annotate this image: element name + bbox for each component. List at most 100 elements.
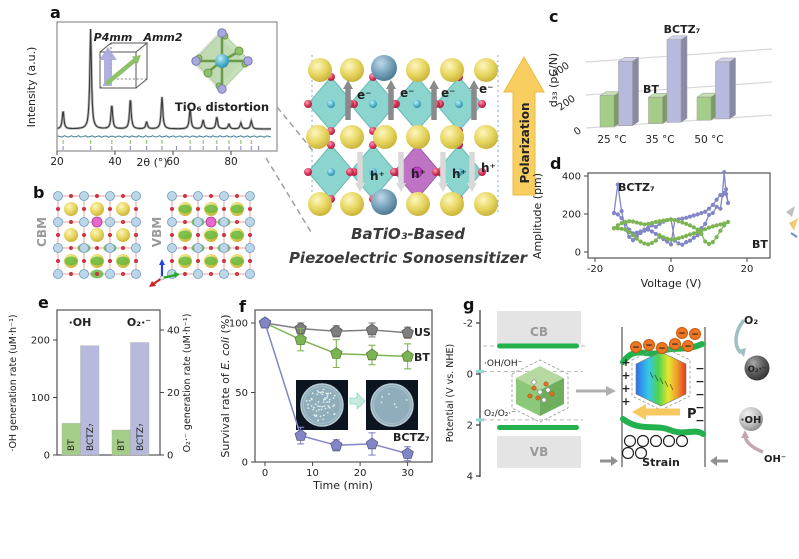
svg-text:25 °C: 25 °C: [597, 134, 626, 146]
svg-text:2: 2: [467, 421, 473, 432]
svg-text:e⁻: e⁻: [479, 82, 493, 96]
svg-text:e⁻: e⁻: [441, 86, 455, 100]
svg-text:0: 0: [575, 248, 581, 259]
survival-bctz-label: BCTZ₇: [393, 431, 430, 444]
ros-bar-label-bctz1: BCTZ₇: [86, 423, 96, 451]
svg-text:100: 100: [31, 393, 50, 404]
central-structure: e⁻ e⁻ e⁻ e⁻ h⁺ h⁺ h⁺ h⁺ Polarization BaTiO₃-Bas…: [289, 55, 545, 267]
xrd-plot-frame: [56, 21, 278, 152]
svg-text:e⁻: e⁻: [357, 88, 371, 102]
svg-text:35 °C: 35 °C: [645, 134, 674, 146]
ros-oh-group-label: ·OH: [69, 316, 92, 329]
hydroxide-ion-label: OH⁻: [764, 454, 786, 465]
svg-text:−: −: [684, 342, 692, 352]
svg-text:200: 200: [562, 210, 581, 221]
svg-text:+: +: [621, 395, 630, 408]
hydroxyl-label: ·OH: [741, 415, 762, 426]
ylabel-part3: (%): [219, 314, 232, 337]
caption-line1: BaTiO₃-Based: [351, 225, 465, 243]
amm2-arrow-head: [131, 55, 141, 64]
svg-text:−: −: [695, 362, 704, 375]
svg-text:0: 0: [242, 458, 248, 469]
caption-line2: Piezoelectric Sonosensitizer: [289, 249, 529, 267]
ros-bar-name-labels: BT BCTZ₇ BT BCTZ₇: [67, 423, 146, 451]
panel-b-letter: b: [33, 183, 44, 202]
svg-text:4: 4: [467, 472, 473, 483]
svg-text:60: 60: [166, 156, 179, 168]
zoom-connector-lines: [265, 106, 315, 233]
svg-text:−: −: [695, 401, 704, 414]
tio6-distortion-label: TiO₆ distortion: [175, 100, 269, 114]
svg-text:40: 40: [108, 156, 121, 168]
ros-bars-layer: 0 100 200 0 20 40: [31, 326, 180, 462]
ros-bar-label-bt2: BT: [117, 439, 127, 451]
pfm-bt-series-label: BT: [752, 238, 768, 251]
phase-p4mm-label: P4mm: [94, 31, 133, 44]
pfm-x-axis-label: Voltage (V): [641, 277, 702, 290]
svg-text:0: 0: [262, 468, 268, 479]
o2-redox-level-label: O₂/O₂·⁻: [484, 409, 516, 419]
edge-fragment: [786, 206, 798, 238]
svg-text:h⁺: h⁺: [411, 167, 426, 181]
svg-text:−: −: [671, 340, 679, 350]
p-polarization-label: P: [687, 407, 697, 422]
svg-text:+: +: [621, 382, 630, 395]
panel-g-letter: g: [463, 295, 474, 314]
d33-y-axis-label: d₃₃ (pC/N): [547, 53, 560, 107]
xrd-y-axis-label: Intensity (a.u.): [25, 47, 38, 128]
svg-text:0: 0: [572, 125, 584, 138]
svg-text:20: 20: [354, 468, 367, 479]
potential-y-axis-label: Potential (V vs. NHE): [445, 344, 456, 442]
svg-text:−: −: [695, 388, 704, 401]
pfm-bctz-series-label: BCTZ₇: [618, 181, 655, 194]
svg-text:e⁻: e⁻: [400, 86, 414, 100]
svg-text:0: 0: [668, 264, 674, 275]
svg-text:h⁺: h⁺: [481, 161, 496, 175]
svg-text:h⁺: h⁺: [452, 167, 467, 181]
svg-text:0: 0: [467, 370, 473, 381]
svg-text:20: 20: [50, 156, 63, 168]
xrd-curves-layer: 20 40 60 80: [50, 28, 272, 168]
svg-text:80: 80: [224, 156, 237, 168]
phase-cube-inset: P4mm Amm2: [94, 31, 183, 89]
svg-text:−: −: [658, 344, 666, 354]
svg-text:50: 50: [235, 388, 248, 399]
axis-triad-icon: [149, 259, 180, 287]
oh-redox-level-label: ·OH/OH⁻: [484, 359, 523, 369]
svg-text:20: 20: [741, 264, 754, 275]
polarization-label: Polarization: [518, 103, 532, 184]
strain-label: Strain: [642, 456, 680, 469]
panel-e-ros-chart: e 0 100 200 0 20 40 ·OH generation rate (uM·h…: [8, 293, 193, 462]
svg-text:-20: -20: [587, 264, 603, 275]
svg-text:+: +: [621, 369, 630, 382]
svg-text:−: −: [645, 341, 653, 351]
panel-e-letter: e: [38, 293, 49, 312]
o2-molecule-label: O₂: [744, 314, 758, 327]
ylabel-part1: Survival rate of: [219, 370, 232, 458]
survival-series-layer: 0 10 20 30 0 50 100: [229, 316, 418, 479]
tio6-octahedron-inset: TiO₆ distortion: [175, 28, 269, 114]
ros-right-y-axis-label: O₂·⁻ generation rate (uM·h⁻¹): [182, 314, 193, 453]
ros-bar-label-bt1: BT: [67, 439, 77, 451]
svg-text:−: −: [632, 343, 640, 353]
xrd-x-axis-label: 2θ (°): [136, 156, 167, 169]
svg-text:400: 400: [562, 172, 581, 183]
svg-text:−: −: [695, 414, 704, 427]
ti-atom: [215, 54, 229, 68]
hydroxyl-ball-icon: [739, 407, 763, 431]
panel-b-orbitals: b CBM VBM: [33, 183, 255, 287]
ros-o2-group-label: O₂·⁻: [127, 316, 151, 329]
panel-a-xrd: a 20 40 60 80 Intensity (a.u.) 2θ (°) P4mm …: [25, 3, 278, 169]
svg-text:200: 200: [31, 336, 50, 347]
svg-text:50 °C: 50 °C: [694, 134, 723, 146]
svg-text:-2: -2: [463, 319, 473, 330]
svg-text:0: 0: [44, 451, 50, 462]
p4mm-arrow-icon: [99, 47, 117, 86]
svg-text:−: −: [695, 375, 704, 388]
cbm-label: CBM: [35, 217, 49, 247]
ros-left-y-axis-label: ·OH generation rate (uM·h⁻¹): [8, 314, 19, 451]
